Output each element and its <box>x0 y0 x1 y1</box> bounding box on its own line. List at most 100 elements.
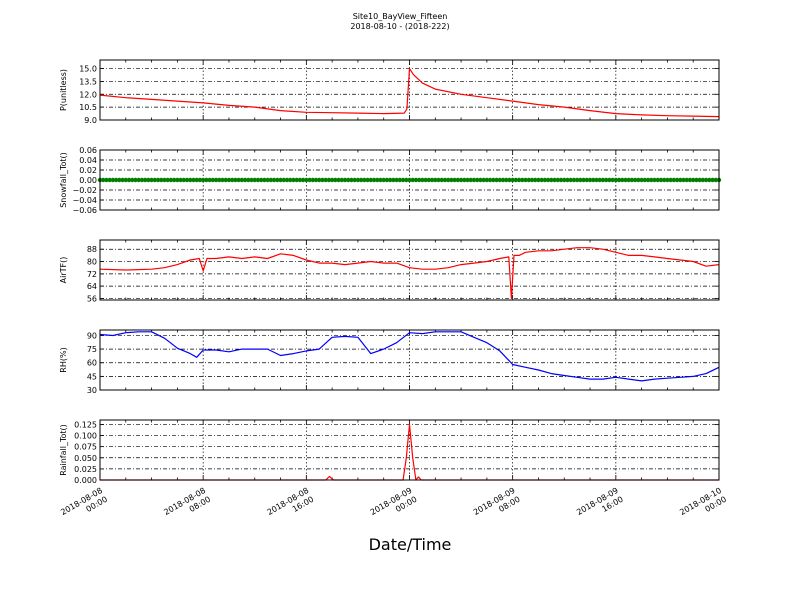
y-tick-label: −0.02 <box>72 186 97 195</box>
data-point <box>597 177 602 183</box>
data-point <box>123 177 128 183</box>
data-point <box>455 177 461 183</box>
data-point <box>516 177 522 183</box>
data-point <box>629 177 635 183</box>
data-point <box>562 177 567 183</box>
data-point <box>207 177 212 183</box>
data-point <box>210 177 216 183</box>
data-point <box>623 177 628 183</box>
data-point <box>439 177 444 183</box>
data-point <box>616 177 622 183</box>
data-point <box>481 177 486 183</box>
data-point <box>297 177 303 183</box>
panels: 9.0 10.5 12.0 13.5 15.0 P(unitless) −0.06−0.04… <box>59 59 722 485</box>
data-point <box>404 177 409 183</box>
data-point <box>346 177 351 183</box>
data-point <box>462 177 467 183</box>
data-point <box>700 177 706 183</box>
data-point <box>420 177 425 183</box>
data-point <box>510 177 515 183</box>
data-point <box>642 177 648 183</box>
series-line <box>99 247 720 300</box>
data-point <box>104 177 109 183</box>
data-point <box>117 177 122 183</box>
panel-2: −0.06−0.04−0.020.000.020.040.06 Snowfall_… <box>59 146 722 215</box>
data-point <box>668 177 673 183</box>
data-point <box>352 177 357 183</box>
data-point <box>416 177 422 183</box>
data-point <box>291 177 296 183</box>
data-point <box>449 177 454 183</box>
data-point <box>184 177 190 183</box>
data-point <box>375 177 380 183</box>
data-point <box>587 177 593 183</box>
data-point <box>478 177 483 183</box>
data-point <box>591 177 596 183</box>
data-point <box>181 177 187 183</box>
data-point <box>384 177 390 183</box>
y-tick-label: 0.100 <box>74 432 97 441</box>
data-point <box>707 177 712 183</box>
data-point <box>281 177 286 183</box>
data-point <box>246 177 251 183</box>
y-tick-label: 0.075 <box>74 443 97 452</box>
data-point <box>571 177 577 183</box>
data-point <box>703 177 709 183</box>
data-point <box>674 177 680 183</box>
data-point <box>442 177 448 183</box>
data-point <box>584 177 590 183</box>
data-point <box>223 177 228 183</box>
series-line <box>100 423 719 481</box>
y-tick-label: 0.050 <box>74 454 97 463</box>
data-point <box>268 177 274 183</box>
data-point <box>523 177 528 183</box>
panel-1: 9.0 10.5 12.0 13.5 15.0 P(unitless) <box>59 59 720 125</box>
data-point <box>687 177 693 183</box>
data-point <box>549 177 554 183</box>
data-point <box>204 177 209 183</box>
data-point <box>149 177 154 183</box>
data-point <box>233 177 238 183</box>
y-tick-label: 72 <box>87 270 97 279</box>
data-point <box>494 177 499 183</box>
y-axis-label: Snowfall_Tot() <box>59 152 68 208</box>
data-point <box>294 177 299 183</box>
chart-title-line1: Site10_BayView_Fifteen <box>353 12 448 21</box>
data-point <box>694 177 699 183</box>
data-point <box>320 177 325 183</box>
y-tick-label: 0.06 <box>79 146 97 155</box>
data-point <box>371 177 377 183</box>
data-point <box>545 177 551 183</box>
data-point <box>413 177 419 183</box>
data-point <box>326 177 332 183</box>
data-point <box>310 177 315 183</box>
data-point <box>603 177 609 183</box>
data-point <box>433 177 438 183</box>
y-tick-label: 88 <box>87 245 97 254</box>
data-point <box>465 177 470 183</box>
data-point <box>671 177 677 183</box>
data-point <box>565 177 570 183</box>
data-point <box>275 177 280 183</box>
data-point <box>242 177 248 183</box>
data-point <box>613 177 619 183</box>
panel-3: 56 64 72 80 88 AirTF() <box>59 239 720 303</box>
data-point <box>581 177 586 183</box>
y-tick-label: 56 <box>87 294 97 303</box>
data-point <box>278 177 283 183</box>
axes-frame <box>99 329 720 391</box>
y-tick-label: 0.025 <box>74 465 97 474</box>
data-point <box>655 177 660 183</box>
data-point <box>300 177 306 183</box>
data-point <box>255 177 261 183</box>
data-point <box>620 177 625 183</box>
y-tick-label: 13.5 <box>79 77 97 86</box>
y-tick-label: 0.000 <box>74 476 97 485</box>
data-point <box>497 177 502 183</box>
data-point <box>213 177 219 183</box>
y-tick-label: 0.125 <box>74 420 97 429</box>
y-axis-label: Rainfall_Tot() <box>59 424 68 476</box>
panel-4: 30 45 60 75 90 RH(%) <box>59 329 720 395</box>
series-line <box>99 67 720 118</box>
